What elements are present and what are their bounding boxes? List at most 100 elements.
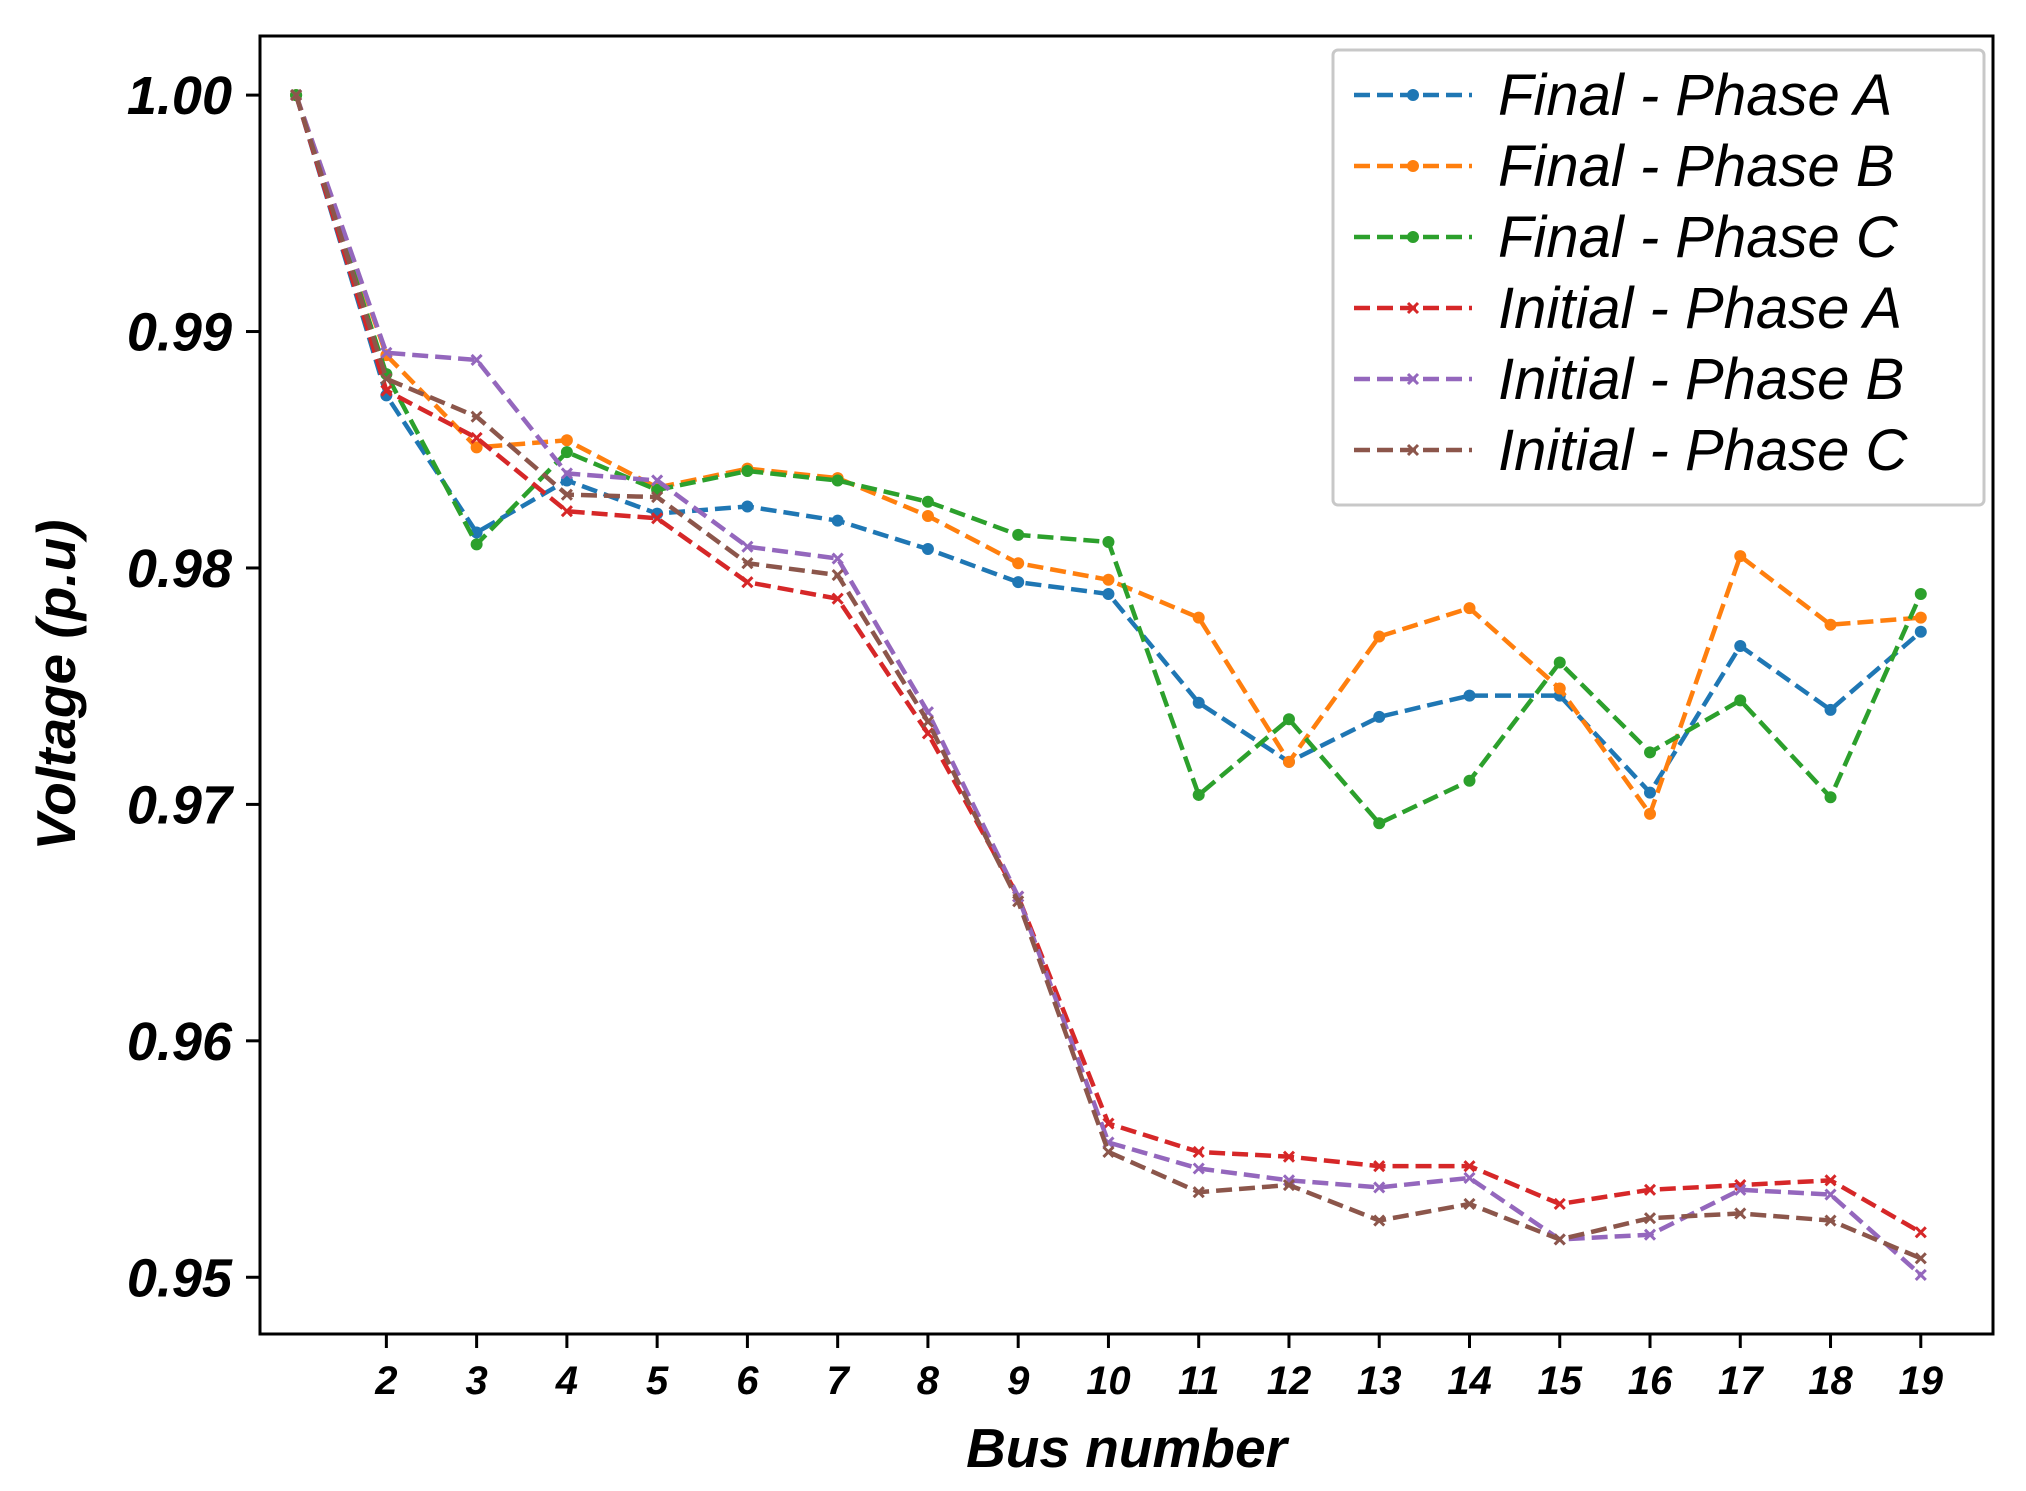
x-tick-label: 5 <box>646 1359 669 1403</box>
data-point <box>1373 1160 1386 1173</box>
data-point <box>1102 535 1115 548</box>
data-point <box>741 465 754 478</box>
data-point <box>1373 817 1386 830</box>
data-point <box>1102 587 1115 600</box>
data-point <box>380 346 393 359</box>
data-point <box>651 512 664 525</box>
data-point <box>1012 895 1025 908</box>
legend-item: Final - Phase C <box>1354 205 1899 270</box>
x-tick-label: 17 <box>1718 1359 1764 1403</box>
series-6 <box>290 89 1927 1265</box>
legend-marker <box>1407 160 1419 172</box>
data-point <box>560 488 573 501</box>
legend-label: Final - Phase B <box>1498 134 1895 199</box>
series-layer <box>290 89 1927 1281</box>
data-point <box>1373 1181 1386 1194</box>
data-point <box>1914 1268 1927 1281</box>
legend-item: Initial - Phase B <box>1354 347 1904 412</box>
data-point <box>1914 587 1927 600</box>
data-point <box>741 500 754 513</box>
data-point <box>1012 528 1025 541</box>
data-point <box>1734 550 1747 563</box>
y-tick-label: 0.97 <box>127 775 235 835</box>
x-tick-label: 8 <box>917 1359 940 1403</box>
data-point <box>1734 694 1747 707</box>
legend-label: Final - Phase C <box>1498 205 1899 270</box>
x-tick-label: 2 <box>374 1359 397 1403</box>
data-point <box>921 495 934 508</box>
data-point <box>1914 611 1927 624</box>
y-tick-label: 0.96 <box>127 1012 233 1072</box>
legend-label: Initial - Phase B <box>1498 347 1904 412</box>
legend-marker <box>1406 372 1420 386</box>
data-point <box>560 446 573 459</box>
data-point <box>1192 1186 1205 1199</box>
data-point <box>1914 1252 1927 1265</box>
data-point <box>1373 1214 1386 1227</box>
data-point <box>1012 557 1025 570</box>
data-point <box>1192 1162 1205 1175</box>
data-point <box>470 538 483 551</box>
data-point <box>470 410 483 423</box>
data-point <box>1102 1145 1115 1159</box>
legend-label: Initial - Phase C <box>1498 418 1909 483</box>
data-point <box>1644 786 1657 799</box>
data-point <box>1282 1178 1296 1192</box>
data-point <box>741 540 754 553</box>
y-tick-label: 1.00 <box>127 66 232 126</box>
x-tick-label: 6 <box>736 1359 759 1403</box>
data-point <box>1463 602 1476 615</box>
data-point <box>651 474 664 487</box>
y-tick-label: 0.95 <box>127 1248 233 1308</box>
data-point <box>921 715 934 728</box>
data-point <box>470 353 483 366</box>
legend-label: Initial - Phase A <box>1498 276 1902 341</box>
data-point <box>1824 703 1837 716</box>
data-point <box>1102 573 1115 586</box>
data-point <box>1463 774 1476 787</box>
data-point <box>1914 625 1927 638</box>
x-tick-label: 13 <box>1357 1359 1402 1403</box>
data-point <box>1282 713 1295 726</box>
data-point <box>1553 682 1566 695</box>
data-point <box>1824 618 1837 631</box>
data-point <box>1553 1233 1566 1246</box>
legend-marker <box>1407 89 1419 101</box>
data-point <box>831 568 844 582</box>
data-point <box>1734 639 1747 652</box>
data-point <box>1373 710 1386 723</box>
data-point <box>1643 1212 1657 1225</box>
data-point <box>1192 696 1205 709</box>
ticks-layer: 2 3 4 5 6 7 8 9 10 11 12 13 14 15 16 17 18 19 0.95 0.96 0.97… <box>127 66 1944 1403</box>
data-point <box>921 509 934 522</box>
x-tick-label: 16 <box>1628 1359 1673 1403</box>
legend-marker <box>1407 231 1419 243</box>
data-point <box>1463 1171 1476 1185</box>
data-point <box>1824 1174 1837 1187</box>
x-tick-label: 15 <box>1538 1359 1583 1403</box>
data-point <box>1282 1150 1296 1163</box>
data-point <box>1643 1228 1657 1241</box>
data-point <box>1282 755 1295 768</box>
y-tick-label: 0.98 <box>127 539 232 599</box>
y-axis-title: Voltage (p.u) <box>25 520 87 851</box>
plot-frame <box>258 34 1995 1336</box>
x-tick-label: 12 <box>1267 1359 1312 1403</box>
y-tick-label: 0.99 <box>127 303 232 363</box>
data-point <box>1644 746 1657 759</box>
data-point <box>831 474 844 487</box>
data-point <box>1824 1188 1837 1201</box>
legend-item: Initial - Phase A <box>1354 276 1902 341</box>
legend-label: Final - Phase A <box>1498 63 1892 128</box>
data-point <box>651 490 664 504</box>
data-point <box>1192 1145 1205 1159</box>
data-point <box>1553 1197 1566 1211</box>
data-point <box>741 576 754 589</box>
data-point <box>470 441 483 454</box>
data-point <box>560 467 573 480</box>
data-point <box>1914 1226 1927 1239</box>
x-tick-label: 18 <box>1808 1359 1853 1403</box>
data-point <box>831 552 844 565</box>
data-point <box>1463 1197 1476 1211</box>
